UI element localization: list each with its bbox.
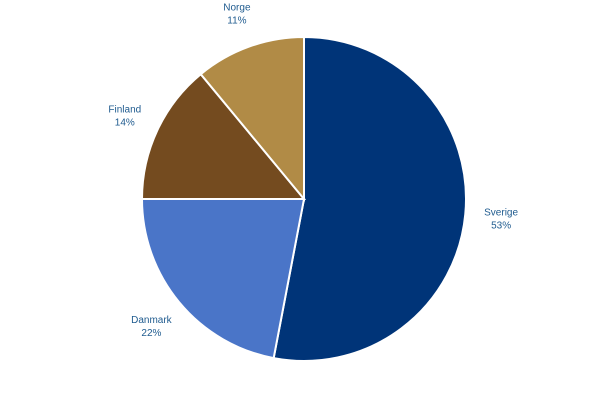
slice-label-sverige: Sverige [484, 208, 518, 219]
pie-slice-danmark [140, 198, 306, 360]
pie-labels: Sverige 53% Danmark 22% Finland 14% Norge 11% [108, 3, 518, 340]
slice-value-label-finland: 14% [115, 118, 135, 129]
slice-value-label-norge: 11% [227, 16, 246, 27]
pie-slice-norge [199, 35, 305, 202]
pie-slice-sverige [272, 35, 467, 362]
pie-slice-finland [140, 72, 307, 200]
pie-slices [140, 35, 467, 362]
slice-label-danmark: Danmark [131, 315, 173, 326]
slice-label-finland: Finland [108, 105, 141, 116]
slice-value-label-danmark: 22% [141, 328, 161, 339]
slice-value-label-sverige: 53% [491, 221, 511, 232]
slice-label-norge: Norge [223, 3, 251, 14]
